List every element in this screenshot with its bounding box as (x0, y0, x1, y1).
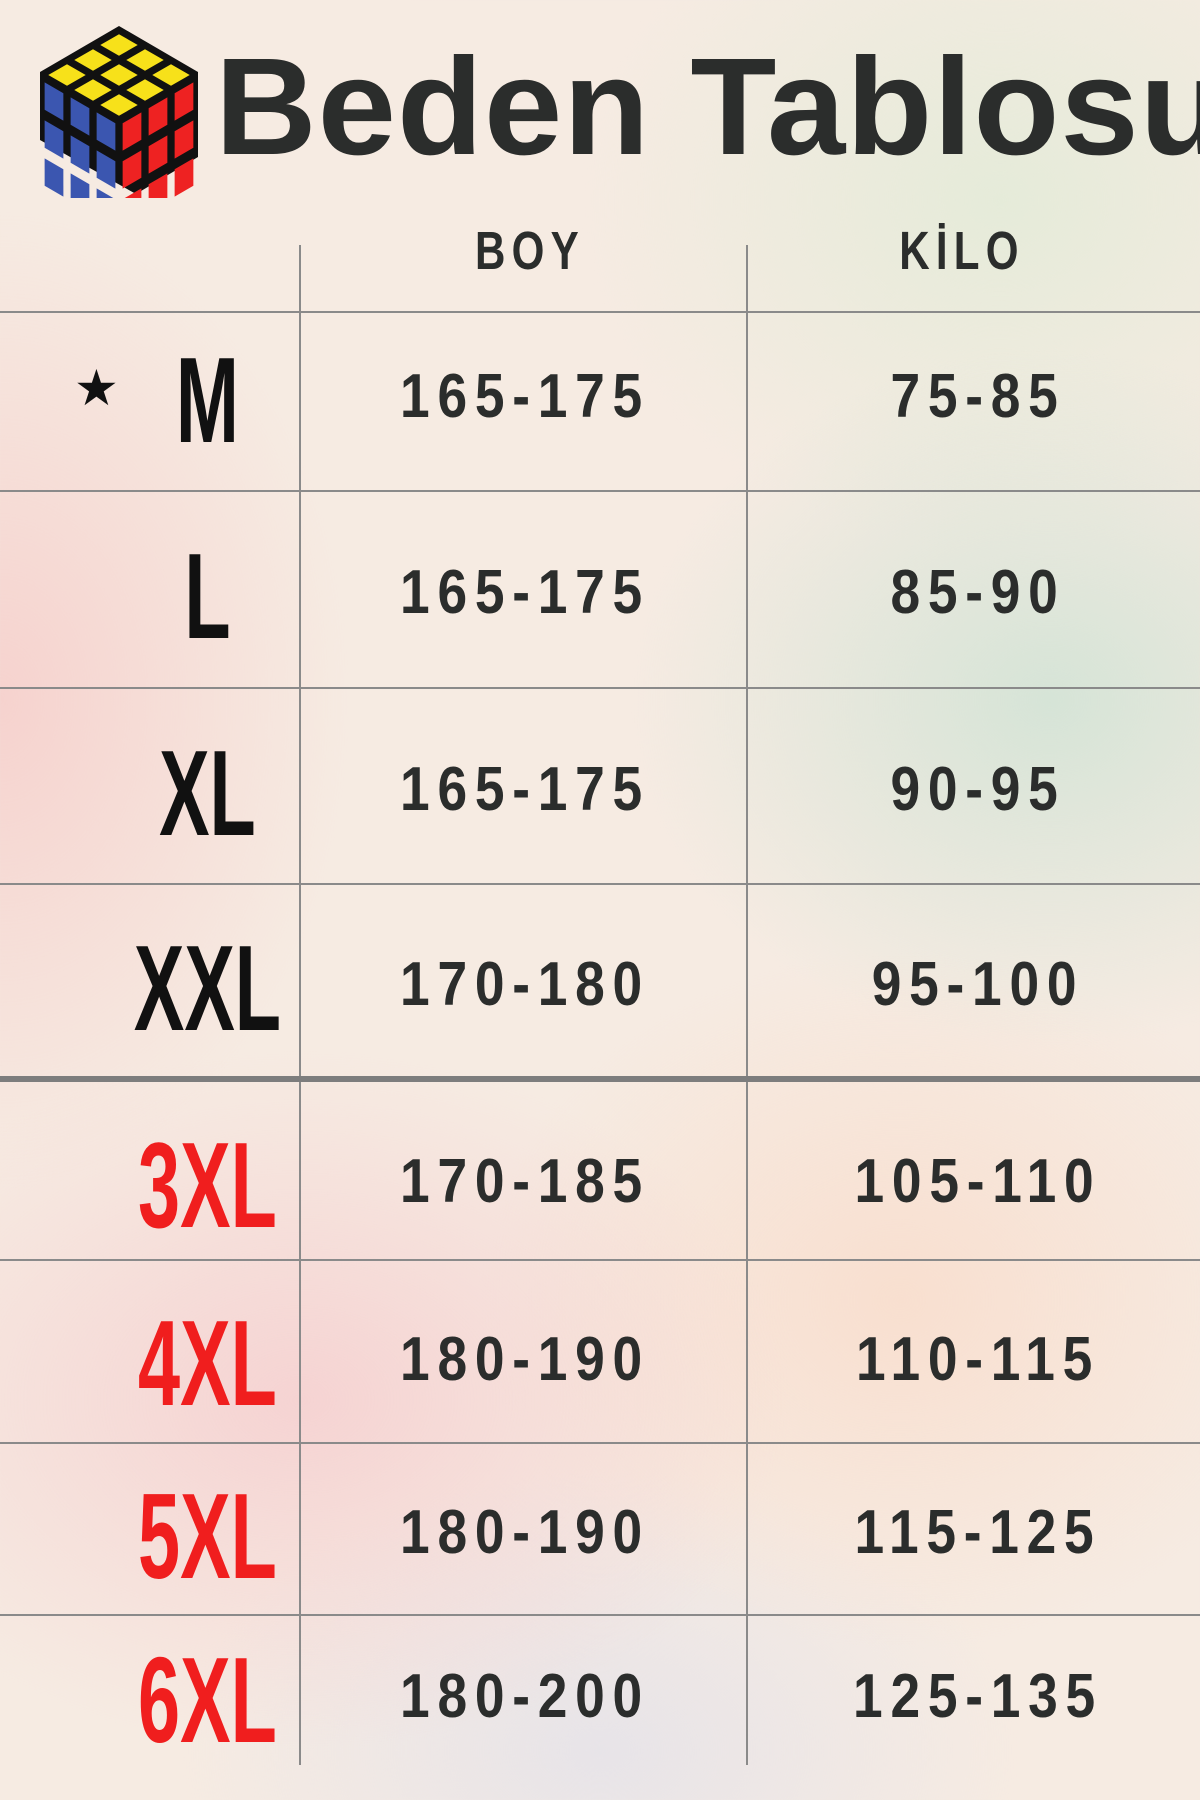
kilo-value: 110-115 (856, 1325, 1100, 1394)
boy-value: 165-175 (400, 558, 650, 627)
page-title: Beden Tablosu (215, 30, 1200, 184)
row-divider (0, 1076, 1200, 1082)
cube-sticker (74, 49, 112, 71)
kilo-value: 95-100 (871, 950, 1085, 1019)
cube-sticker (48, 64, 86, 86)
boy-value: 170-180 (400, 950, 650, 1019)
cube-sticker (122, 112, 142, 151)
boy-value: 165-175 (400, 362, 650, 431)
kilo-value: 90-95 (890, 755, 1066, 824)
size-label: 5XL (138, 1468, 277, 1604)
boy-value: 180-190 (400, 1498, 650, 1567)
cube-sticker (70, 135, 90, 174)
kilo-value: 125-135 (853, 1662, 1103, 1731)
cube-sticker (126, 79, 164, 101)
cube-sticker (148, 97, 168, 136)
row-divider (0, 1442, 1200, 1444)
row-divider (0, 687, 1200, 689)
column-header-kilo: KİLO (899, 221, 1025, 281)
cube-sticker (44, 120, 64, 159)
star-icon: ★ (74, 360, 119, 416)
cube-sticker (44, 82, 64, 121)
cube-sticker (96, 112, 116, 151)
size-label: M (175, 332, 239, 468)
column-header-boy: BOY (474, 221, 586, 281)
cube-sticker (148, 173, 168, 198)
row-divider (0, 1614, 1200, 1616)
cube-sticker (74, 79, 112, 101)
row-divider (0, 490, 1200, 492)
cube-sticker (100, 64, 138, 86)
column-divider (299, 245, 301, 1765)
kilo-value: 105-110 (854, 1147, 1102, 1216)
size-label: 3XL (138, 1117, 277, 1253)
cube-sticker (100, 94, 138, 116)
cube-sticker (174, 158, 194, 197)
column-divider (746, 245, 748, 1765)
kilo-value: 115-125 (854, 1498, 1102, 1567)
boy-value: 165-175 (400, 755, 650, 824)
cube-sticker (152, 64, 190, 86)
row-divider (0, 883, 1200, 885)
size-label: 4XL (138, 1295, 277, 1431)
boy-value: 180-190 (400, 1325, 650, 1394)
boy-value: 180-200 (400, 1662, 650, 1731)
rubiks-cube-logo-icon (40, 26, 198, 198)
row-divider (0, 311, 1200, 313)
cube-sticker (96, 188, 114, 198)
cube-sticker (174, 82, 194, 121)
kilo-value: 75-85 (890, 362, 1066, 431)
size-label: XL (159, 725, 256, 861)
cube-sticker (44, 158, 64, 197)
row-divider (0, 1259, 1200, 1261)
size-label: L (184, 528, 231, 664)
cube-sticker (122, 150, 142, 189)
cube-sticker (70, 97, 90, 136)
cube-sticker (70, 173, 90, 198)
cube-sticker (148, 135, 168, 174)
cube-sticker (96, 150, 116, 189)
kilo-value: 85-90 (890, 558, 1066, 627)
boy-value: 170-185 (400, 1147, 650, 1216)
size-label: XXL (133, 920, 281, 1056)
size-label: 6XL (138, 1632, 277, 1768)
cube-sticker (126, 49, 164, 71)
cube-sticker (124, 188, 142, 198)
cube-sticker (174, 120, 194, 159)
